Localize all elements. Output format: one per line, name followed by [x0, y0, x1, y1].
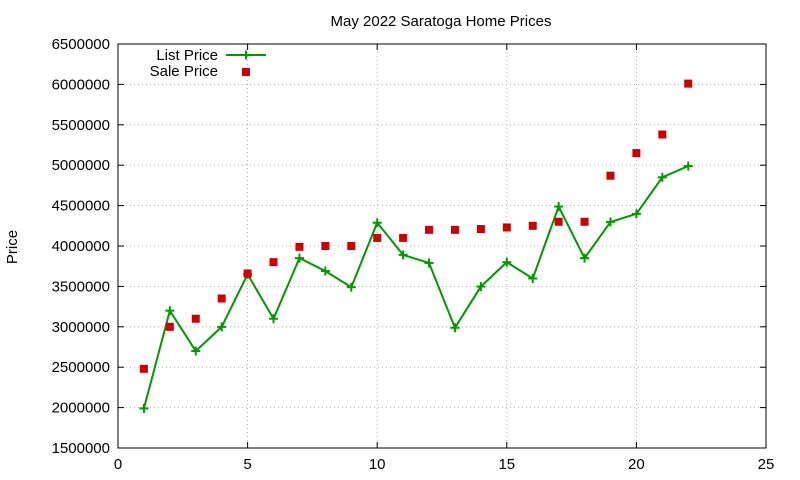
data-point — [346, 282, 356, 292]
data-point — [554, 202, 564, 212]
data-point — [373, 233, 382, 242]
data-point — [139, 364, 148, 373]
data-point — [399, 233, 408, 242]
y-tick-label: 6000000 — [52, 76, 110, 93]
data-point — [269, 314, 279, 324]
legend-label: Sale Price — [150, 63, 218, 80]
data-point — [605, 217, 615, 227]
data-point — [450, 225, 459, 234]
data-point — [320, 266, 330, 276]
data-point — [528, 273, 538, 283]
data-point — [217, 294, 226, 303]
legend-label: List Price — [156, 47, 218, 64]
data-point — [658, 130, 667, 139]
data-point — [424, 258, 434, 268]
axis-ticks: 0 5 10 15 20 25 1500000 2000000 2500000 3000000 35… — [52, 36, 775, 473]
series-line — [142, 165, 689, 409]
data-point — [606, 171, 615, 180]
data-point — [139, 403, 149, 413]
data-point — [631, 209, 641, 219]
y-tick-label: 6500000 — [52, 36, 110, 53]
x-tick-label: 0 — [114, 456, 122, 473]
data-point — [554, 217, 563, 226]
legend-marker — [241, 50, 251, 60]
x-tick-label: 25 — [758, 456, 775, 473]
data-point — [476, 282, 486, 292]
data-point — [580, 253, 590, 263]
data-point — [502, 257, 512, 267]
y-tick-label: 4500000 — [52, 198, 110, 215]
data-point — [684, 79, 693, 88]
y-tick-label: 5000000 — [52, 157, 110, 174]
y-tick-label: 4000000 — [52, 238, 110, 255]
x-tick-label: 10 — [369, 456, 386, 473]
chart-title: May 2022 Saratoga Home Prices — [331, 13, 552, 30]
x-tick-label: 5 — [243, 456, 251, 473]
plot-border — [117, 43, 767, 449]
y-axis-label: Price — [4, 230, 21, 264]
data-point — [580, 217, 589, 226]
y-tick-label: 5500000 — [52, 117, 110, 134]
data-point — [165, 306, 175, 316]
data-point — [657, 172, 667, 182]
series-list-price — [139, 161, 693, 413]
data-point — [450, 323, 460, 333]
x-tick-label: 15 — [498, 456, 515, 473]
data-point — [269, 258, 278, 267]
data-point — [294, 253, 304, 263]
data-point — [372, 218, 382, 228]
series-sale-price — [139, 79, 693, 373]
data-point — [295, 242, 304, 251]
data-point — [425, 225, 434, 234]
x-tick-label: 20 — [628, 456, 645, 473]
data-point — [321, 242, 330, 250]
data-point — [683, 161, 693, 171]
data-point — [476, 225, 485, 234]
y-tick-label: 3500000 — [52, 278, 110, 295]
data-point — [191, 314, 200, 323]
data-point — [243, 269, 252, 278]
data-point — [165, 322, 174, 331]
data-point — [347, 242, 356, 250]
legend-marker — [242, 68, 250, 76]
y-tick-label: 2000000 — [52, 400, 110, 417]
y-tick-label: 3000000 — [52, 319, 110, 336]
data-point — [502, 223, 511, 232]
data-point — [191, 346, 201, 356]
y-tick-label: 2500000 — [52, 359, 110, 376]
data-point — [632, 149, 641, 158]
series-layer — [139, 79, 693, 413]
grid — [118, 44, 766, 448]
y-tick-label: 1500000 — [52, 440, 110, 457]
data-point — [528, 221, 537, 230]
data-point — [217, 322, 227, 332]
data-point — [398, 250, 408, 260]
